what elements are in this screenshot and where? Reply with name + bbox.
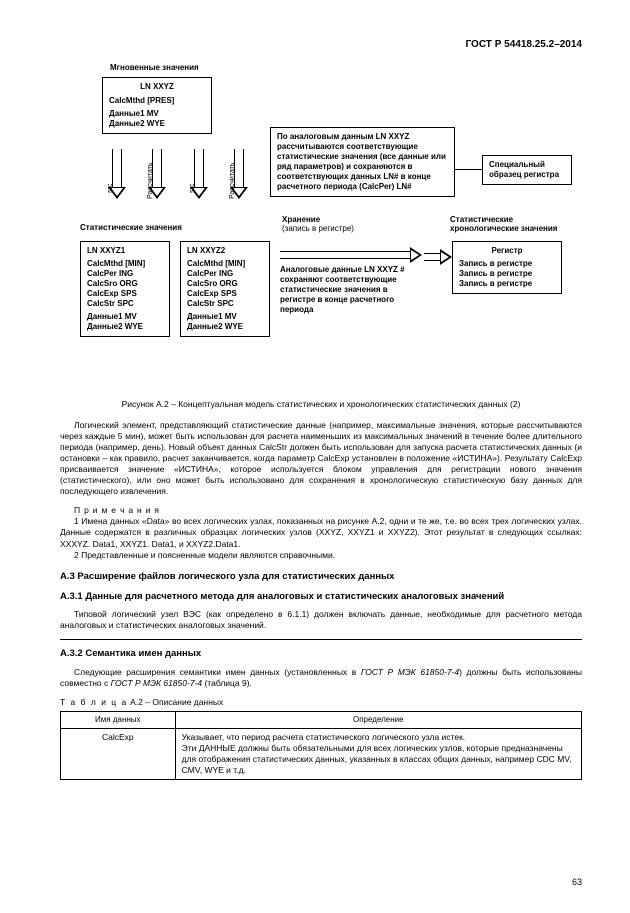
figure-caption: Рисунок А.2 – Концептуальная модель стат…	[60, 399, 582, 410]
t: CalcStr SPC	[187, 299, 263, 309]
t: CalcStr SPC	[87, 299, 163, 309]
ref-standard: ГОСТ Р МЭК 61850-7-4	[361, 667, 459, 677]
divider	[60, 639, 582, 640]
box-ln-xxyz1: LN XXYZ1 CalcMthd [MIN] CalcPer ING Calc…	[80, 241, 170, 337]
connector-line	[455, 169, 482, 170]
th-name: Имя данных	[61, 711, 176, 728]
paragraph-1: Логический элемент, представляющий стати…	[60, 420, 582, 497]
box-ln-xxyz-title: LN XXYZ	[109, 82, 205, 92]
box-ln-xxyz: LN XXYZ CalcMthd [PRES] Данные1 MV Данны…	[102, 77, 212, 134]
label-chron: Статистические хронологические значения	[450, 215, 557, 233]
box-description: По аналоговым данным LN XXYZ рассчитываю…	[270, 127, 455, 197]
section-a3-1: А.3.1 Данные для расчетного метода для а…	[60, 591, 582, 603]
box-ln-xxyz-l3: Данные2 WYE	[109, 119, 205, 129]
note-1: 1 Имена данных «Data» во всех логических…	[60, 516, 582, 549]
t: CalcMthd [MIN]	[187, 259, 263, 269]
ref-standard: ГОСТ Р МЭК 61850-7-4	[111, 678, 203, 688]
paragraph-3: Следующие расширения семантики имен данн…	[60, 667, 582, 689]
box-description-text: По аналоговым данным LN XXYZ рассчитываю…	[277, 132, 446, 191]
t: CalcMthd [MIN]	[87, 259, 163, 269]
table-row: CalcExp Указывает, что период расчета ст…	[61, 729, 582, 780]
section-a3: А.3 Расширение файлов логического узла д…	[60, 571, 582, 583]
t: Запись в регистре	[459, 259, 555, 269]
table-header-row: Имя данных Определение	[61, 711, 582, 728]
t: CalcExp SPS	[187, 289, 263, 299]
t: CalcPer ING	[87, 269, 163, 279]
box-ln-xxyz-l1: CalcMthd [PRES]	[109, 96, 205, 106]
vlabel-src: src	[106, 184, 115, 193]
t: Запись в регистре	[459, 279, 555, 289]
box-ln-xxyz1-title: LN XXYZ1	[87, 246, 163, 256]
figure-a2: Мгновенные значения LN XXYZ CalcMthd [PR…	[60, 63, 582, 393]
arrow-right-icon	[424, 249, 452, 265]
t: Данные2 WYE	[187, 322, 263, 332]
t: Запись в регистре	[459, 269, 555, 279]
td-name: CalcExp	[61, 729, 176, 780]
t: CalcSro ORG	[87, 279, 163, 289]
t: (таблица 9).	[202, 678, 252, 688]
box-register-title: Регистр	[459, 246, 555, 256]
box-ln-xxyz2: LN XXYZ2 CalcMthd [MIN] CalcPer ING Calc…	[180, 241, 270, 337]
t: CalcPer ING	[187, 269, 263, 279]
label-instant: Мгновенные значения	[110, 63, 199, 72]
doc-header: ГОСТ Р 54418.25.2–2014	[60, 38, 582, 51]
t: Т а б л и ц а	[60, 697, 128, 707]
vlabel-calc: Рассчитать	[228, 162, 237, 199]
box-sample-text: Специальный образец регистра	[489, 160, 559, 179]
arrow-right-icon	[280, 247, 422, 263]
label-store: Хранение (запись в регистре)	[282, 215, 354, 233]
section-a3-2: А.3.2 Семантика имен данных	[60, 648, 582, 660]
box-analog-text: Аналоговые данные LN XXYZ # сохраняют со…	[280, 265, 405, 314]
t: Данные1 MV	[187, 312, 263, 322]
box-analog-desc: Аналоговые данные LN XXYZ # сохраняют со…	[280, 265, 408, 315]
vlabel-calc: Рассчитать	[146, 162, 155, 199]
t: Данные1 MV	[87, 312, 163, 322]
paragraph-2: Типовой логический узел ВЭС (как определ…	[60, 609, 582, 631]
t: CalcSro ORG	[187, 279, 263, 289]
table-a2: Имя данных Определение CalcExp Указывает…	[60, 711, 582, 781]
notes-head: П р и м е ч а н и я	[60, 505, 582, 516]
note-2: 2 Представленные и поясненные модели явл…	[60, 550, 582, 561]
t: Следующие расширения семантики имен данн…	[74, 667, 361, 677]
box-ln-xxyz2-title: LN XXYZ2	[187, 246, 263, 256]
label-stat: Статистические значения	[80, 223, 182, 232]
page: ГОСТ Р 54418.25.2–2014 Мгновенные значен…	[0, 0, 630, 913]
th-def: Определение	[175, 711, 581, 728]
box-sample-register: Специальный образец регистра	[482, 155, 572, 185]
table-caption: Т а б л и ц а А.2 – Описание данных	[60, 697, 582, 708]
page-number: 63	[572, 877, 582, 889]
box-register: Регистр Запись в регистре Запись в регис…	[452, 241, 562, 294]
box-ln-xxyz-l2: Данные1 MV	[109, 109, 205, 119]
vlabel-src: src	[188, 184, 197, 193]
t: А.2 – Описание данных	[128, 697, 223, 707]
notes-block: П р и м е ч а н и я 1 Имена данных «Data…	[60, 505, 582, 560]
t: CalcExp SPS	[87, 289, 163, 299]
t: Данные2 WYE	[87, 322, 163, 332]
td-def: Указывает, что период расчета статистиче…	[175, 729, 581, 780]
